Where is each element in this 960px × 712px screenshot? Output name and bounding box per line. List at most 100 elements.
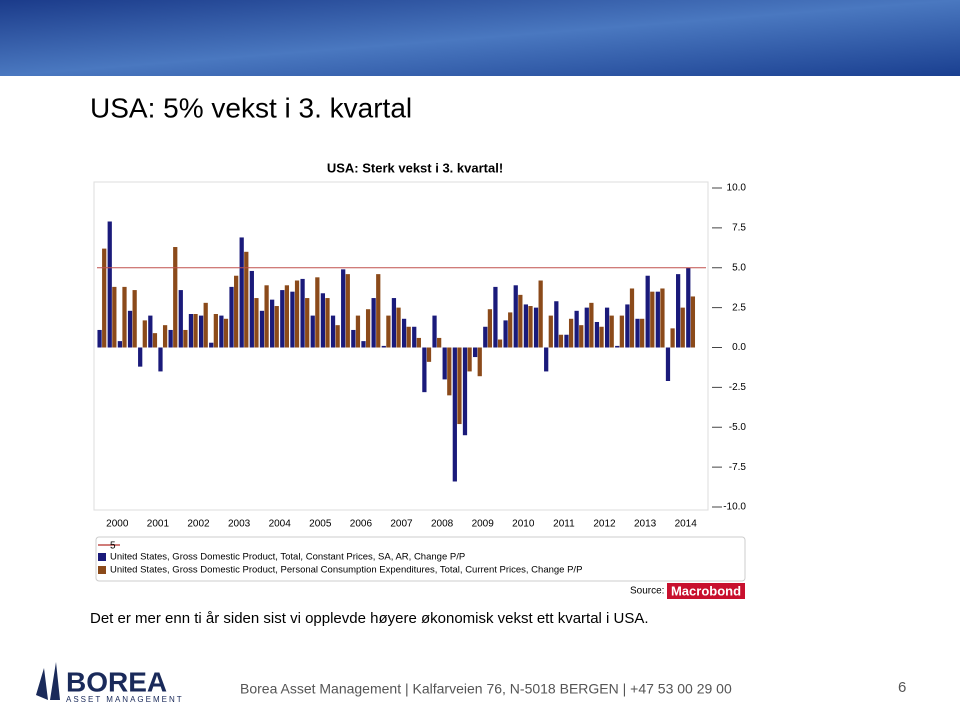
bar [594, 321, 600, 348]
bar [376, 274, 381, 348]
bar [473, 347, 478, 358]
bar [447, 347, 452, 396]
bar [148, 315, 153, 348]
x-tick-label: 2006 [350, 519, 373, 530]
bar [422, 347, 427, 393]
bar [371, 298, 376, 348]
bar [112, 286, 117, 348]
logo-mark [36, 662, 60, 700]
bar [213, 314, 218, 348]
bar [198, 315, 204, 348]
bar [412, 326, 417, 348]
x-tick-label: 2014 [675, 519, 698, 530]
bar [396, 307, 401, 348]
bar [203, 302, 208, 348]
bar [254, 298, 259, 348]
bar [173, 247, 178, 348]
bar [548, 315, 553, 348]
x-tick-label: 2000 [106, 519, 129, 530]
legend-label: United States, Gross Domestic Product, T… [110, 552, 465, 563]
bar [426, 347, 432, 362]
bar [584, 307, 589, 348]
bar [635, 318, 640, 348]
bar [168, 329, 173, 348]
bar [625, 304, 630, 348]
bar [686, 267, 691, 348]
x-tick-label: 2010 [512, 519, 535, 530]
bar [483, 326, 488, 348]
bar [564, 334, 569, 348]
chart: 10.0 7.5 5.0 2.5 0.0 -2.5 -5.0 -7.5 -10.0 2000 200… [97, 183, 746, 576]
x-tick-label: 2003 [228, 519, 251, 530]
bar [335, 325, 340, 348]
bar [503, 320, 508, 348]
bar [345, 274, 350, 348]
footer: Borea Asset Management | Kalfarveien 76,… [240, 681, 732, 697]
bar [574, 310, 579, 348]
bar [437, 337, 442, 348]
bar [690, 296, 696, 348]
legend-swatch [98, 553, 106, 561]
x-tick-label: 2002 [187, 519, 210, 530]
bar [249, 270, 254, 348]
x-tick-label: 2012 [593, 519, 616, 530]
bar [660, 288, 665, 348]
bar [629, 288, 635, 348]
bar [280, 290, 285, 348]
x-tick-label: 2005 [309, 519, 332, 530]
x-tick-label: 2011 [553, 519, 575, 530]
bar [138, 347, 143, 367]
y-tick-label: 2.5 [732, 302, 746, 313]
source-logo [667, 583, 745, 599]
bar [599, 326, 604, 348]
bar [132, 290, 137, 348]
bar [665, 347, 671, 381]
bar [381, 345, 386, 348]
bar [320, 293, 326, 348]
bar [117, 341, 123, 348]
bar [127, 310, 133, 348]
logo-sub: ASSET MANAGEMENT [66, 695, 184, 704]
bar [432, 315, 437, 348]
bar [487, 309, 493, 348]
source-name: Macrobond [671, 583, 741, 598]
x-tick-label: 2007 [390, 519, 413, 530]
bar [188, 314, 194, 348]
bar [670, 328, 675, 348]
y-tick-label: -5.0 [729, 422, 747, 433]
bar [508, 312, 513, 348]
y-tick-label: -10.0 [723, 502, 746, 513]
bar [244, 251, 249, 348]
bar [209, 342, 214, 348]
bar [452, 347, 457, 482]
slide-title: USA: 5% vekst i 3. kvartal [90, 92, 412, 123]
bar [457, 347, 462, 425]
bar [523, 304, 529, 348]
bar [97, 329, 102, 348]
bar [351, 329, 356, 348]
bar [558, 334, 564, 348]
bar [341, 269, 346, 348]
bar [533, 307, 539, 348]
source-label: Source: [630, 586, 664, 597]
y-tick-label: -2.5 [729, 382, 747, 393]
bar [274, 306, 279, 348]
banner [0, 0, 960, 76]
x-tick-label: 2008 [431, 519, 454, 530]
y-tick-label: 0.0 [732, 342, 746, 353]
bar [467, 347, 472, 372]
legend-label: United States, Gross Domestic Product, P… [110, 565, 582, 576]
bar [178, 290, 183, 348]
bar [442, 347, 447, 380]
bar [193, 314, 198, 348]
bar [568, 318, 574, 348]
bar [676, 274, 681, 348]
logo-name: BOREA [66, 666, 167, 697]
bar [122, 286, 127, 348]
bar [538, 280, 543, 348]
bar [219, 315, 224, 348]
bar [284, 285, 290, 348]
page-number: 6 [898, 679, 906, 696]
caption: Det er mer enn ti år siden sist vi opple… [90, 610, 649, 627]
